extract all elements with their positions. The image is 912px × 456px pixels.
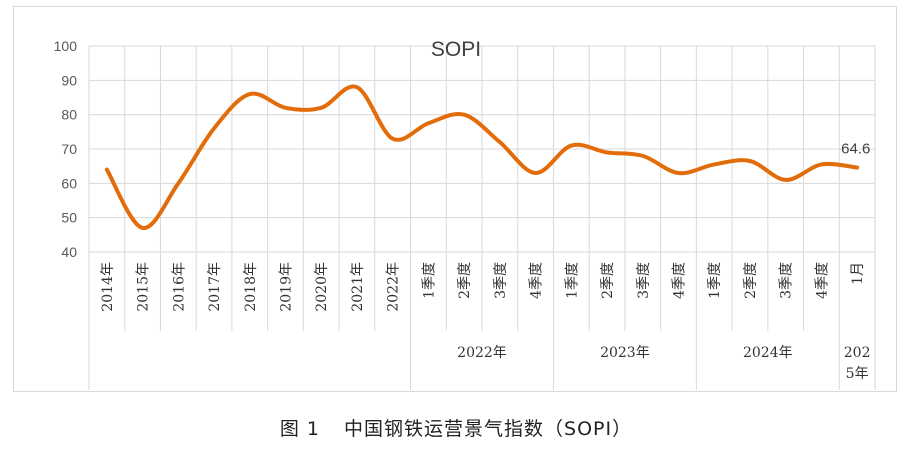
x-tick-label: 2017年 <box>207 262 223 312</box>
figure-caption: 图 1 中国钢铁运营景气指数（SOPI） <box>0 414 912 441</box>
x-tick-label: 2021年 <box>350 262 366 312</box>
y-tick-label: 50 <box>61 210 77 226</box>
y-tick-label: 80 <box>61 107 77 123</box>
figure-caption-text: 中国钢铁运营景气指数（SOPI） <box>344 418 633 440</box>
sopi-line <box>104 84 860 230</box>
x-tick-label: 2季度 <box>457 262 473 299</box>
x-tick-label: 3季度 <box>779 262 795 299</box>
x-tick-label: 2015年 <box>136 262 152 312</box>
y-tick-label: 90 <box>61 72 77 88</box>
x-tick-label: 1月 <box>850 262 866 285</box>
x-tick-label: 3季度 <box>636 262 652 299</box>
figure-number: 图 1 <box>279 418 321 440</box>
x-tick-label: 2022年 <box>386 262 402 312</box>
chart-frame <box>13 6 897 392</box>
y-tick-label: 60 <box>61 175 77 191</box>
x-tick-label: 2季度 <box>743 262 759 299</box>
x-tick-label: 3季度 <box>493 262 509 299</box>
y-tick-label: 100 <box>54 38 78 54</box>
x-tick-label: 2016年 <box>171 262 187 312</box>
x-tick-label: 4季度 <box>529 262 545 299</box>
x-tick-label: 4季度 <box>814 262 830 299</box>
x-tick-label: 2018年 <box>243 262 259 312</box>
x-group-label: 202 5年 <box>844 345 871 382</box>
x-tick-label: 2020年 <box>314 262 330 312</box>
x-group-label: 2023年 <box>600 345 650 361</box>
x-tick-label: 2019年 <box>279 262 295 312</box>
x-tick-label: 2季度 <box>600 262 616 299</box>
y-tick-label: 70 <box>61 141 77 157</box>
x-tick-label: 1季度 <box>707 262 723 299</box>
chart-title: SOPI <box>431 38 481 61</box>
x-group-label: 2024年 <box>743 345 793 361</box>
y-tick-label: 40 <box>61 244 77 260</box>
x-tick-label: 4季度 <box>672 262 688 299</box>
x-group-label: 2022年 <box>457 345 507 361</box>
data-label: 64.6 <box>841 141 870 158</box>
x-tick-label: 2014年 <box>100 262 116 312</box>
x-tick-label: 1季度 <box>421 262 437 299</box>
x-tick-label: 1季度 <box>564 262 580 299</box>
